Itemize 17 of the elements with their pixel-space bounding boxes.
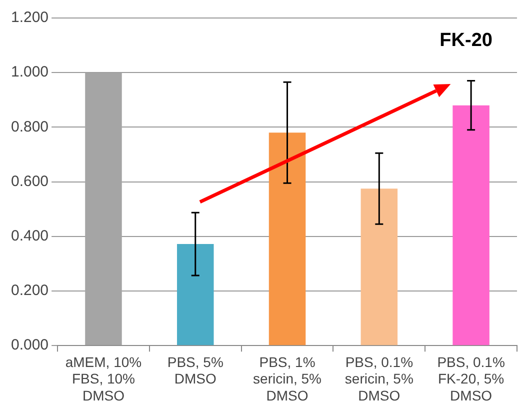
y-tick-label: 1.000 <box>10 64 49 81</box>
y-tick-label: 0.200 <box>10 282 49 300</box>
y-tick-label: 0.800 <box>10 118 49 136</box>
x-tick-label: PBS, 5% DMSO <box>167 354 224 387</box>
bar <box>176 244 214 346</box>
y-tick-label: 0.600 <box>10 172 49 190</box>
y-tick-label: 0.400 <box>10 228 49 245</box>
bar <box>360 188 398 346</box>
y-tick-label: 0.000 <box>10 336 49 354</box>
x-tick-label: PBS, 0.1% FK-20, 5% DMSO <box>437 354 505 404</box>
x-tick-label: PBS, 1% sericin, 5% DMSO <box>253 354 322 404</box>
x-tick-label: aMEM, 10% FBS, 10% DMSO <box>65 354 142 404</box>
y-tick-label: 1.200 <box>10 9 49 26</box>
bar <box>268 132 306 346</box>
bar <box>452 105 490 346</box>
x-tick-label: PBS, 0.1% sericin, 5% DMSO <box>344 354 414 404</box>
annotation: FK-20 <box>440 30 492 52</box>
